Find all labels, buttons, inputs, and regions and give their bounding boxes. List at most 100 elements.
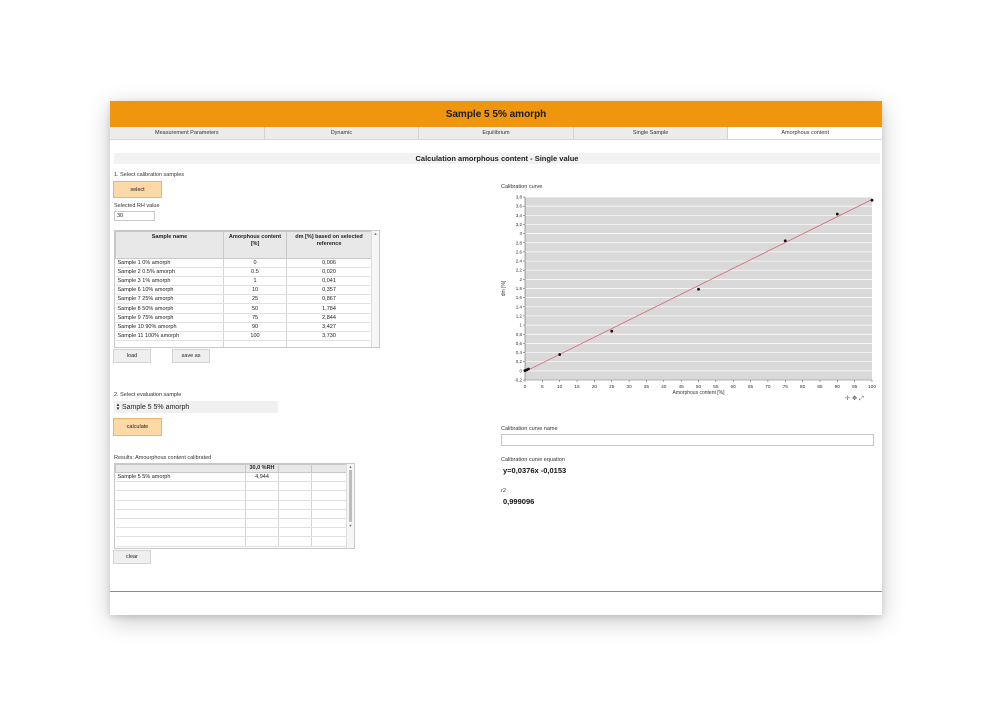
empty-cell bbox=[245, 527, 279, 538]
x-tick-label: 65 bbox=[748, 384, 754, 390]
result-row[interactable]: Sample 5 5% amorph 4,944 bbox=[115, 472, 347, 483]
cell-dm: 0,867 bbox=[286, 294, 372, 305]
cell-sample-name: Sample 11 100% amorph bbox=[115, 331, 224, 341]
scroll-thumb[interactable] bbox=[349, 470, 352, 522]
cell-sample-name: Sample 2 0.5% amorph bbox=[115, 267, 224, 278]
app-window: Sample 5 5% amorph Measurement Parameter… bbox=[110, 101, 882, 615]
x-tick-label: 95 bbox=[852, 384, 858, 390]
table-row[interactable]: Sample 3 1% amorph 1 0,041 bbox=[115, 276, 372, 287]
data-point bbox=[697, 287, 700, 291]
tab-dynamic[interactable]: Dynamic bbox=[265, 127, 420, 139]
save-as-button[interactable]: save as bbox=[172, 349, 210, 363]
result-row bbox=[115, 490, 347, 501]
x-tick-label: 30 bbox=[626, 384, 632, 390]
cell-sample-name: Sample 7 25% amorph bbox=[115, 294, 224, 305]
table-row[interactable]: Sample 1 0% amorph 0 0,006 bbox=[115, 258, 372, 269]
results-col-3 bbox=[311, 464, 347, 473]
y-tick-label: 2,2 bbox=[516, 268, 523, 273]
tab-equilibrium[interactable]: Equilibrium bbox=[419, 127, 574, 139]
table-row[interactable]: Sample 2 0.5% amorph 0.5 0,020 bbox=[115, 267, 372, 278]
curve-name-label: Calibration curve name bbox=[501, 426, 558, 432]
tab-single-sample[interactable]: Single Sample bbox=[574, 127, 729, 139]
col-amorphous-content[interactable]: Amorphous content [%] bbox=[223, 231, 287, 259]
tab-amorphous-content[interactable]: Amorphous content bbox=[728, 127, 882, 139]
y-tick-label: 0,6 bbox=[516, 341, 523, 346]
result-cell: 4,944 bbox=[245, 472, 279, 483]
empty-cell bbox=[245, 509, 279, 519]
x-tick-label: 75 bbox=[783, 384, 789, 390]
table-row[interactable]: Sample 6 10% amorph 10 0,357 bbox=[115, 285, 372, 296]
rh-value-input[interactable]: 30 bbox=[114, 211, 155, 221]
x-tick-label: 100 bbox=[868, 384, 876, 390]
x-tick-label: 90 bbox=[835, 384, 841, 390]
empty-cell bbox=[115, 536, 246, 547]
table-row[interactable]: Sample 8 50% amorph 50 1,784 bbox=[115, 303, 372, 314]
calculate-button[interactable]: calculate bbox=[113, 418, 162, 436]
empty-cell bbox=[278, 527, 312, 538]
equation-value: y=0,0376x -0,0153 bbox=[503, 466, 567, 475]
col-dm[interactable]: dm [%] based on selected reference bbox=[286, 231, 372, 259]
y-tick-label: 0,4 bbox=[516, 350, 523, 355]
pan-icon[interactable]: ✥ bbox=[852, 396, 860, 402]
y-tick-label: -0,2 bbox=[514, 378, 522, 383]
evaluation-sample-select[interactable]: ▲ ▼ Sample 5 5% amorph bbox=[114, 401, 278, 413]
results-col-rh[interactable]: 30,0 %RH bbox=[245, 464, 279, 473]
fit-icon[interactable]: ⤢ bbox=[859, 396, 866, 402]
y-tick-label: 1,6 bbox=[516, 295, 523, 300]
select-button[interactable]: select bbox=[113, 181, 162, 198]
cell-amorphous-content: 50 bbox=[223, 303, 287, 314]
empty-cell bbox=[245, 481, 279, 492]
y-tick-label: 3 bbox=[519, 231, 522, 236]
x-tick-label: 85 bbox=[817, 384, 823, 390]
table-row[interactable]: Sample 9 75% amorph 75 2,844 bbox=[115, 313, 372, 323]
chart-toolbar: ✛✥⤢ bbox=[845, 395, 866, 403]
cell-amorphous-content: 75 bbox=[223, 313, 287, 323]
table-row[interactable]: Sample 7 25% amorph 25 0,867 bbox=[115, 294, 372, 305]
empty-cell bbox=[245, 518, 279, 529]
empty-cell bbox=[311, 536, 347, 547]
scroll-up-icon[interactable]: ▲ bbox=[348, 464, 353, 469]
cell-dm: 0,357 bbox=[286, 285, 372, 296]
x-tick-label: 0 bbox=[524, 384, 527, 390]
table-row[interactable]: Sample 10 90% amorph 90 3,427 bbox=[115, 322, 372, 332]
empty-cell bbox=[245, 536, 279, 547]
cell-sample-name: Sample 3 1% amorph bbox=[115, 276, 224, 287]
x-tick-label: 60 bbox=[731, 384, 737, 390]
section-title: Calculation amorphous content - Single v… bbox=[114, 153, 880, 164]
load-button[interactable]: load bbox=[113, 349, 151, 363]
x-tick-label: 10 bbox=[557, 384, 563, 390]
y-tick-label: 1,2 bbox=[516, 313, 523, 318]
data-point bbox=[835, 212, 839, 216]
calibration-step-label: 1. Select calibration samples bbox=[114, 172, 185, 178]
empty-cell bbox=[278, 509, 312, 519]
empty-cell bbox=[245, 500, 279, 510]
evaluation-sample-value: Sample 5 5% amorph bbox=[122, 403, 190, 411]
clear-button[interactable]: clear bbox=[113, 550, 151, 564]
y-tick-label: 3,2 bbox=[516, 222, 523, 227]
cell-sample-name: Sample 6 10% amorph bbox=[115, 285, 224, 296]
calibration-table: Sample name Amorphous content [%] dm [%]… bbox=[114, 230, 380, 348]
results-label: Results: Amourphous content calibrated bbox=[114, 455, 212, 461]
window-title: Sample 5 5% amorph bbox=[110, 101, 882, 127]
y-tick-label: 2 bbox=[519, 277, 522, 282]
table-row[interactable]: Sample 11 100% amorph 100 3,730 bbox=[115, 331, 372, 341]
result-cell bbox=[311, 472, 347, 483]
cell-amorphous-content: 0 bbox=[223, 258, 287, 269]
results-table-scrollbar[interactable]: ▲ ▼ bbox=[346, 464, 354, 548]
result-row bbox=[115, 481, 347, 492]
empty-cell bbox=[115, 518, 246, 529]
scroll-down-icon[interactable]: ▼ bbox=[348, 523, 353, 528]
calibration-table-scrollbar[interactable]: ▲ bbox=[371, 231, 379, 347]
spinner-icon[interactable]: ▲ ▼ bbox=[115, 402, 121, 411]
col-sample-name[interactable]: Sample name bbox=[115, 231, 224, 259]
empty-cell bbox=[115, 509, 246, 519]
data-point bbox=[870, 198, 874, 202]
scroll-up-icon[interactable]: ▲ bbox=[373, 231, 378, 236]
x-tick-label: 80 bbox=[800, 384, 806, 390]
equation-label: Calibration curve equation bbox=[501, 457, 565, 463]
cell-amorphous-content: 10 bbox=[223, 285, 287, 296]
curve-name-input[interactable] bbox=[501, 434, 874, 446]
r2-label: r2 bbox=[501, 488, 506, 494]
zoom-icon[interactable]: ✛ bbox=[845, 396, 853, 402]
tab-measurement-parameters[interactable]: Measurement Parameters bbox=[110, 127, 265, 139]
